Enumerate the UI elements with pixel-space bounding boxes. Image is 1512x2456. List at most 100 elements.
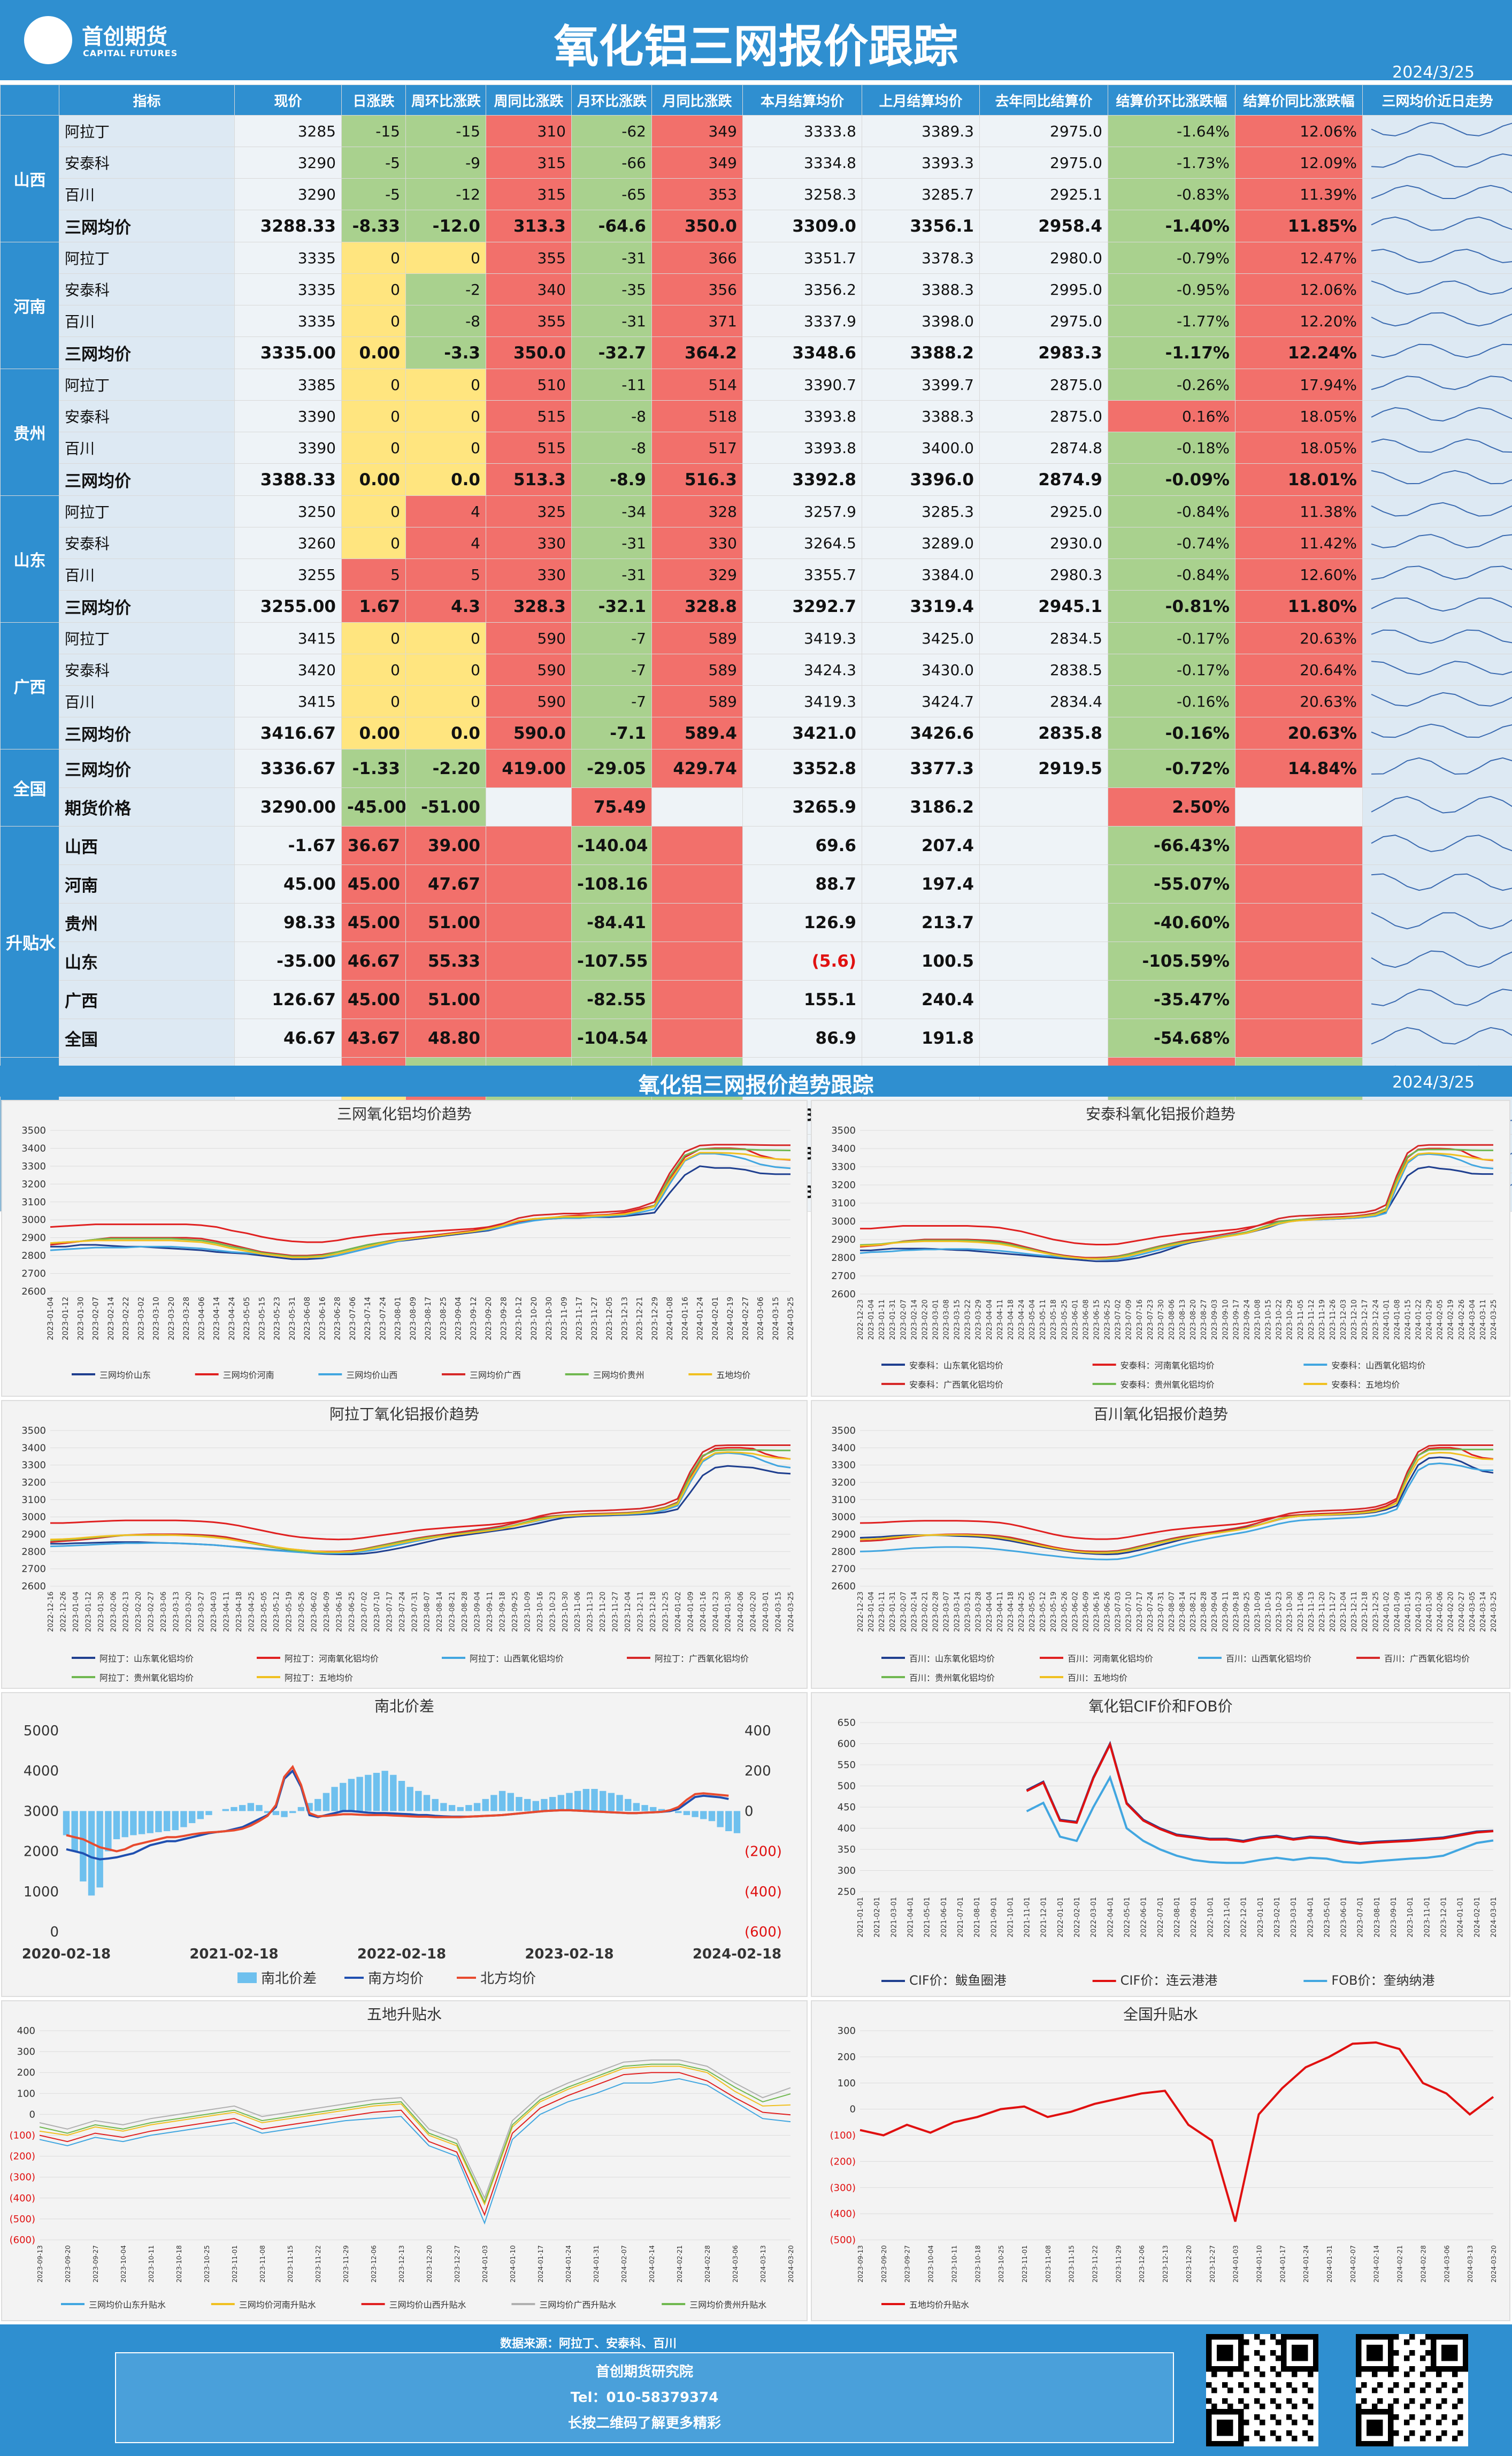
table-cell: -62 <box>571 115 652 147</box>
spread-bar <box>625 1799 632 1811</box>
x-tick-label: 2022-12-23 <box>857 1592 865 1632</box>
x-tick-label: 2023-09-13 <box>857 2245 864 2283</box>
x-tick-label: 2023-11-08 <box>1045 2245 1052 2283</box>
x-tick-label: 2024-01-16 <box>681 1297 689 1340</box>
table-cell: -82.55 <box>571 980 652 1019</box>
spread-bar <box>566 1793 573 1811</box>
x-tick-label: 2023-07-14 <box>364 1297 372 1340</box>
y-tick-label: 2700 <box>21 1268 46 1280</box>
qr-module <box>1313 2334 1319 2340</box>
table-cell: -7 <box>571 622 652 654</box>
qr-module <box>1441 2334 1447 2340</box>
x-tick-label: 2024-02-26 <box>1458 1299 1466 1340</box>
spread-bar <box>340 1782 347 1811</box>
table-cell: 330 <box>651 527 743 559</box>
qr-module <box>1206 2339 1212 2345</box>
x-tick-label: 2023-11-06 <box>1297 1592 1305 1632</box>
x-tick-label: 2024-01-17 <box>1279 2245 1286 2283</box>
qr-module <box>1377 2409 1383 2415</box>
qr-module <box>1447 2350 1453 2356</box>
qr-module <box>1254 2398 1260 2404</box>
series-line <box>66 1764 729 1853</box>
chart-title: 三网氧化铝均价趋势 <box>337 1105 472 1123</box>
row-label: 百川 <box>59 432 235 464</box>
y-tick-label: 2700 <box>21 1564 46 1575</box>
table-cell: -8 <box>571 432 652 464</box>
qr-module <box>1227 2430 1233 2436</box>
qr-module <box>1356 2430 1362 2436</box>
row-label: 三网均价 <box>59 590 235 623</box>
x-tick-label: 2023-07-10 <box>373 1592 381 1632</box>
qr-module <box>1377 2441 1383 2447</box>
legend-label: CIF价：鲅鱼圈港 <box>909 1973 1007 1988</box>
x-tick-label: 2023-12-24 <box>1372 1299 1380 1340</box>
legend-label: 百川：贵州氧化铝均价 <box>909 1673 995 1683</box>
qr-module <box>1420 2339 1426 2345</box>
table-cell: 0 <box>341 432 406 464</box>
qr-module <box>1206 2425 1212 2431</box>
qr-module <box>1388 2441 1394 2447</box>
y-tick-label-right: (600) <box>745 1924 782 1940</box>
qr-code-wechat[interactable] <box>1206 2334 1319 2447</box>
y-tick-label: 3300 <box>831 1460 856 1471</box>
x-tick-label: 2023-07-02 <box>1115 1299 1123 1340</box>
qr-module <box>1447 2345 1453 2351</box>
qr-module <box>1388 2430 1394 2436</box>
table-cell: 0 <box>405 685 486 717</box>
x-tick-label: 2024-03-15 <box>775 1592 783 1632</box>
qr-module <box>1361 2366 1367 2372</box>
y-tick-label: (100) <box>10 2130 35 2141</box>
table-cell: 3398.0 <box>862 305 980 337</box>
qr-module <box>1238 2398 1244 2404</box>
qr-module <box>1409 2382 1415 2388</box>
table-cell: 329 <box>651 558 743 591</box>
qr-module <box>1393 2414 1399 2420</box>
qr-module <box>1211 2441 1217 2447</box>
table-cell: -0.26% <box>1108 369 1235 401</box>
sparkline-graphic <box>1371 407 1512 422</box>
qr-module <box>1302 2430 1308 2436</box>
trend-sparkline <box>1362 558 1512 591</box>
table-cell: 349 <box>651 115 743 147</box>
table-cell: 3290.00 <box>234 787 342 827</box>
qr-module <box>1227 2404 1233 2409</box>
qr-module <box>1436 2334 1442 2340</box>
series-line <box>50 1152 791 1258</box>
qr-module <box>1388 2371 1394 2377</box>
qr-module <box>1356 2404 1362 2409</box>
qr-module <box>1238 2430 1244 2436</box>
table-cell <box>979 787 1108 827</box>
sparkline-path <box>1371 343 1512 358</box>
table-cell: -0.17% <box>1108 622 1235 654</box>
table-cell: -140.04 <box>571 826 652 865</box>
table-cell: 3348.6 <box>742 336 862 369</box>
table-cell: 3424.7 <box>862 685 980 717</box>
table-cell: 39.00 <box>405 826 486 865</box>
x-tick-label: 2023-10-18 <box>974 2245 981 2283</box>
table-cell <box>1235 942 1363 981</box>
spread-bar <box>113 1811 120 1840</box>
qr-module <box>1302 2334 1308 2340</box>
table-cell <box>486 787 572 827</box>
qr-module <box>1206 2382 1212 2388</box>
x-tick-label: 2023-06-26 <box>1104 1592 1112 1632</box>
table-cell: -54.68% <box>1108 1019 1235 1058</box>
table-cell: -0.72% <box>1108 749 1235 788</box>
spread-bar <box>80 1811 87 1881</box>
table-cell: 47.67 <box>405 864 486 904</box>
x-tick-label: 2023-03-06 <box>160 1592 168 1632</box>
x-tick-label: 2024-01-03 <box>481 2245 489 2283</box>
spread-bar <box>256 1805 263 1811</box>
x-tick-label: 2022-11-01 <box>1223 1897 1231 1938</box>
table-cell: 0.0 <box>405 717 486 749</box>
table-cell: 3399.7 <box>862 369 980 401</box>
qr-module <box>1388 2388 1394 2393</box>
table-cell: 0 <box>341 305 406 337</box>
qr-code-app[interactable] <box>1356 2334 1469 2447</box>
sparkline-path <box>1371 873 1512 891</box>
x-tick-label: 2023-11-19 <box>1318 1299 1326 1340</box>
qr-module <box>1356 2388 1362 2393</box>
qr-module <box>1377 2430 1383 2436</box>
table-cell: 513.3 <box>486 463 572 496</box>
legend-label: 安泰科：山西氧化铝均价 <box>1331 1360 1425 1371</box>
